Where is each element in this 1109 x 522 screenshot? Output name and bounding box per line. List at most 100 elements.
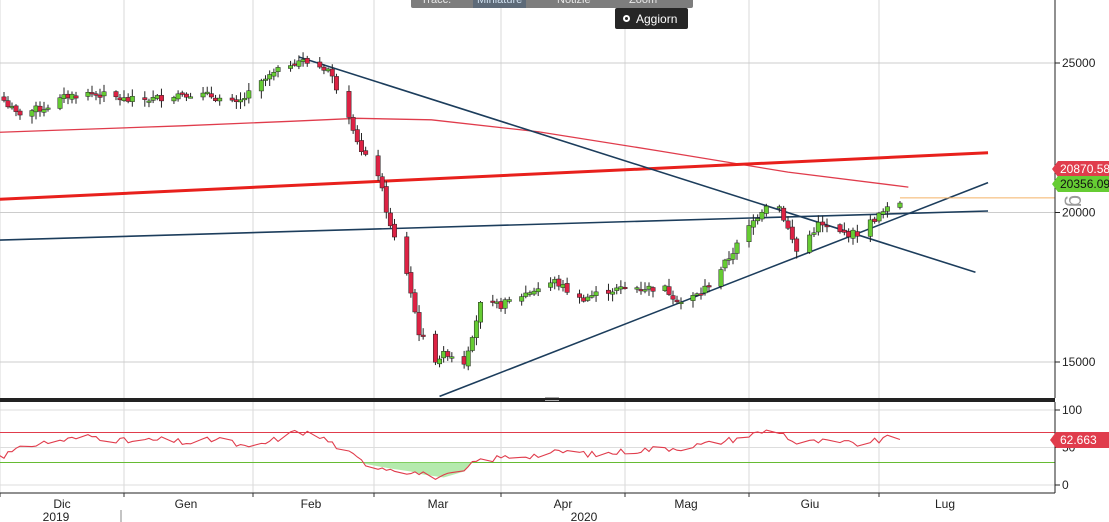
candle-body	[188, 96, 194, 99]
candle-body	[449, 356, 455, 359]
candle-body	[420, 334, 426, 337]
candle-body	[441, 351, 447, 359]
time-axis-label: Mag	[674, 497, 697, 511]
candle-body	[634, 287, 640, 290]
candle-body	[560, 284, 566, 288]
candle-body	[465, 350, 471, 367]
candle-body	[9, 106, 15, 109]
candle-body	[288, 65, 294, 69]
time-axis-label: Dic	[53, 497, 70, 511]
candle-body	[204, 91, 210, 94]
candle-body	[461, 356, 467, 365]
candle-body	[359, 140, 364, 152]
refresh-label: Aggiorn	[636, 11, 678, 26]
candle-body	[815, 221, 821, 233]
candle-body	[213, 97, 218, 101]
candle-body	[854, 231, 860, 237]
candle-body	[872, 218, 878, 222]
track-button[interactable]: Tracc.	[421, 0, 452, 6]
candle-body	[897, 202, 903, 208]
candle-body	[346, 91, 352, 118]
thumbnails-button[interactable]: Miniature	[473, 0, 527, 8]
candle-body	[175, 93, 181, 100]
trendline-navy	[439, 181, 989, 398]
candle-body	[776, 206, 782, 209]
candle-body	[642, 289, 648, 292]
candle-body	[363, 150, 369, 155]
candle-body	[142, 97, 148, 100]
refresh-icon	[623, 15, 630, 22]
candle-body	[408, 272, 414, 294]
candle-body	[824, 225, 830, 228]
candle-body	[694, 293, 700, 296]
candle-body	[13, 105, 19, 112]
candle-body	[585, 296, 591, 301]
pane-splitter[interactable]	[0, 398, 1055, 402]
candle-body	[811, 232, 817, 235]
zoom-button[interactable]: Zoom	[629, 0, 658, 6]
candle-body	[304, 57, 310, 64]
candle-body	[734, 242, 740, 254]
candle-body	[837, 224, 843, 233]
time-axis-label: Mar	[428, 497, 449, 511]
candle-body	[527, 292, 533, 295]
candle-body	[263, 78, 268, 81]
candle-body	[494, 301, 500, 304]
candle-body	[69, 93, 75, 100]
candle-body	[65, 93, 71, 99]
refresh-button[interactable]: Aggiorn	[615, 8, 688, 29]
candle-body	[884, 206, 890, 212]
candle-body	[880, 211, 886, 215]
splitter-grip-icon[interactable]	[545, 397, 559, 401]
candle-body	[478, 302, 483, 323]
candle-body	[807, 234, 813, 253]
candle-body	[179, 92, 185, 95]
trendline-navy	[298, 56, 976, 274]
candle-body	[350, 117, 356, 131]
candle-body	[678, 301, 684, 304]
candle-body	[498, 301, 504, 309]
candle-body	[387, 212, 393, 227]
candle-body	[841, 229, 847, 233]
candle-body	[392, 223, 397, 238]
candle-body	[85, 92, 91, 97]
candle-body	[750, 220, 756, 228]
candle-body	[258, 80, 264, 92]
candle-body	[473, 320, 479, 338]
candle-body	[57, 97, 63, 109]
rsi-last-value-badge	[1050, 432, 1109, 449]
candle-body	[490, 300, 496, 303]
candle-body	[564, 283, 570, 293]
candle-body	[300, 59, 306, 62]
candle-body	[820, 221, 826, 226]
candle-body	[271, 71, 277, 77]
candle-body	[45, 107, 51, 110]
candle-body	[556, 278, 562, 287]
candle-body	[146, 100, 152, 103]
candle-body	[183, 93, 189, 98]
candle-body	[404, 236, 410, 274]
candle-body	[233, 99, 239, 103]
candle-body	[325, 68, 331, 72]
year-label: 2020	[571, 510, 598, 522]
trendline-red	[0, 151, 989, 201]
candle-body	[1, 96, 7, 101]
candle-body	[702, 285, 708, 294]
candle-body	[846, 231, 852, 238]
candle-body	[730, 253, 736, 260]
candle-body	[89, 92, 95, 95]
candle-body	[523, 292, 529, 297]
candle-body	[867, 219, 873, 237]
rsi-last-value-label: 62.663	[1060, 433, 1097, 447]
moving-average-line	[0, 117, 909, 188]
candle-body	[296, 60, 302, 67]
candle-body	[610, 291, 616, 295]
news-button[interactable]: Notizie	[557, 0, 591, 6]
candle-body	[581, 297, 587, 302]
candle-body	[618, 286, 624, 290]
candle-body	[125, 97, 131, 102]
candle-body	[785, 220, 791, 229]
candle-body	[375, 155, 381, 177]
candle-body	[333, 76, 339, 91]
candle-body	[794, 238, 800, 252]
